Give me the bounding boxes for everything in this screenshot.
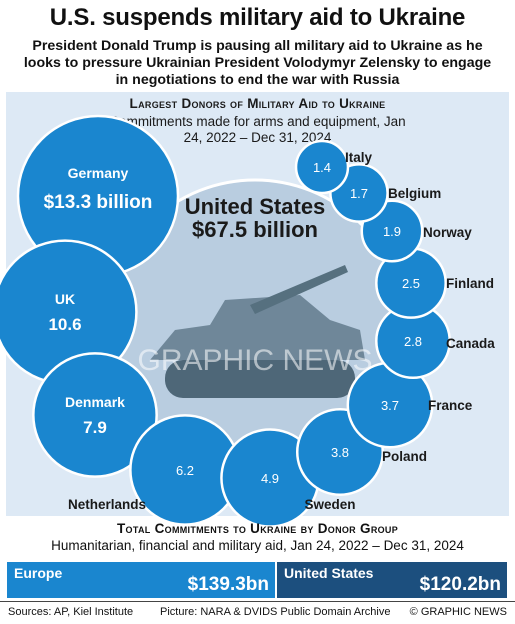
- bubble-value-canada: 2.8: [404, 334, 422, 349]
- center-country-label: United States: [185, 194, 326, 219]
- subheadline: President Donald Trump is pausing all mi…: [23, 38, 492, 88]
- bubble-value-france: 3.7: [381, 398, 399, 413]
- footer-picture-credit: Picture: NARA & DVIDS Public Domain Arch…: [160, 606, 391, 618]
- bubble-name-finland: Finland: [446, 276, 494, 291]
- bubble-name-netherlands: Netherlands: [68, 497, 146, 512]
- watermark-text: GRAPHIC NEWS: [137, 344, 372, 377]
- bar-value-europe: $139.3bn: [187, 574, 269, 595]
- bubble-value-belgium: 1.7: [350, 186, 368, 201]
- bubble-chart-subtitle: Commitments made for arms and equipment,…: [109, 114, 406, 145]
- bubble-value-uk: 10.6: [48, 315, 81, 334]
- bubble-name-uk: UK: [55, 291, 75, 307]
- bubble-name-norway: Norway: [423, 225, 472, 240]
- bubble-italy: [294, 139, 350, 195]
- bar-chart-title: Total Commitments to Ukraine by Donor Gr…: [116, 521, 399, 536]
- footer: Sources: AP, Kiel Institute Picture: NAR…: [0, 601, 515, 622]
- bar-label-europe: Europe: [14, 565, 63, 581]
- bubble-name-sweden: Sweden: [304, 497, 355, 512]
- bubble-name-germany: Germany: [68, 165, 129, 181]
- bar-united-states: United States $120.2bn: [277, 562, 507, 598]
- bubble-value-germany: $13.3 billion: [44, 192, 153, 213]
- center-value-label: $67.5 billion: [192, 217, 318, 242]
- bar-europe: Europe $139.3bn: [7, 562, 275, 598]
- bubble-chart-title: Largest Donors of Military Aid to Ukrain…: [129, 96, 386, 111]
- footer-copyright: © GRAPHIC NEWS: [409, 606, 507, 618]
- bar-label-united-states: United States: [284, 565, 374, 581]
- bar-chart-subtitle: Humanitarian, financial and military aid…: [51, 538, 464, 553]
- bubble-value-norway: 1.9: [383, 224, 401, 239]
- tank-body: [150, 295, 365, 360]
- tank-gun: [250, 265, 348, 314]
- bubble-name-belgium: Belgium: [388, 186, 441, 201]
- bubble-value-sweden: 4.9: [261, 471, 279, 486]
- bubble-value-poland: 3.8: [331, 445, 349, 460]
- tank-tracks: [165, 360, 355, 398]
- bubble-name-france: France: [428, 398, 473, 413]
- headline: U.S. suspends military aid to Ukraine: [49, 4, 466, 31]
- footer-sources: Sources: AP, Kiel Institute: [8, 606, 134, 618]
- bubble-value-italy: 1.4: [313, 160, 331, 175]
- bubble-name-canada: Canada: [446, 336, 495, 351]
- bubble-value-denmark: 7.9: [83, 418, 107, 437]
- bubble-name-poland: Poland: [382, 449, 427, 464]
- bubble-value-finland: 2.5: [402, 276, 420, 291]
- bubble-denmark: [32, 352, 158, 478]
- bar-value-united-states: $120.2bn: [419, 574, 501, 595]
- bubble-name-italy: Italy: [345, 150, 373, 165]
- bubble-value-netherlands: 6.2: [176, 463, 194, 478]
- bubble-name-denmark: Denmark: [65, 394, 125, 410]
